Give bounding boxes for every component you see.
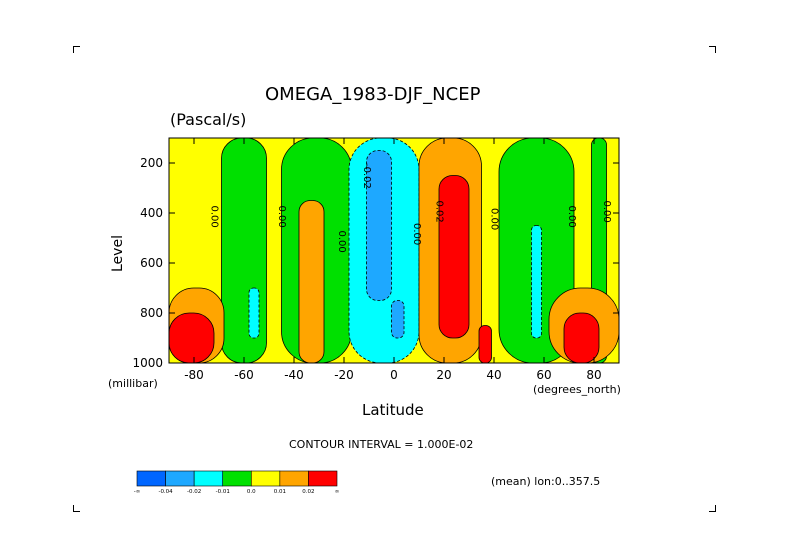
colorbar-label: ∞ xyxy=(335,489,340,495)
x-tick-label: -40 xyxy=(284,368,304,382)
colorbar-swatch xyxy=(193,470,224,487)
x-tick-label: -60 xyxy=(234,368,254,382)
contour-label: 0.00 xyxy=(566,206,577,228)
x-tick-label: 60 xyxy=(536,368,551,382)
contour-label: 0.00 xyxy=(411,223,422,245)
contour-region xyxy=(169,312,215,363)
x-tick-label: -20 xyxy=(334,368,354,382)
contour-label-layer: 0.00 0.00 0.00 -0.02 0.00 0.02 0.00 0.00 0.00 xyxy=(209,163,613,253)
x-tick-label: 80 xyxy=(586,368,601,382)
contour-label: -0.02 xyxy=(361,163,372,189)
colorbar-label: 0.02 xyxy=(302,489,314,495)
contour-label: 0.00 xyxy=(489,208,500,230)
contour-region xyxy=(221,138,267,363)
colorbar-label: 0.01 xyxy=(274,489,286,495)
x-axis-label: Latitude xyxy=(362,401,424,419)
x-axis-units: (degrees_north) xyxy=(533,383,621,396)
contour-region xyxy=(478,325,492,363)
colorbar-label: 0.0 xyxy=(247,489,256,495)
y-tick-label: 600 xyxy=(140,256,163,270)
corner-mark-top-right xyxy=(709,46,716,53)
colorbar-swatch xyxy=(165,470,195,487)
y-tick-label: 800 xyxy=(140,306,163,320)
colorbar-swatch xyxy=(136,470,166,487)
corner-mark-bottom-left xyxy=(73,505,80,512)
contour-region xyxy=(298,200,325,363)
x-tick-label: -80 xyxy=(184,368,204,382)
chart-title: OMEGA_1983-DJF_NCEP xyxy=(265,84,481,105)
colorbar-swatch xyxy=(308,470,338,487)
y-tick-label: 400 xyxy=(140,206,163,220)
contour-region xyxy=(531,225,542,339)
colorbar-swatch xyxy=(279,470,309,487)
y-axis-ticks: 200 400 600 800 1000 xyxy=(132,156,619,370)
x-tick-label: 0 xyxy=(390,368,398,382)
colorbar-swatch xyxy=(250,470,281,487)
contour-region xyxy=(366,150,392,301)
filled-contour-field xyxy=(169,138,619,363)
colorbar-label: -0.04 xyxy=(158,489,173,495)
contour-region xyxy=(563,312,600,363)
contour-label: 0.00 xyxy=(336,231,347,253)
contour-interval-note: CONTOUR INTERVAL = 1.000E-02 xyxy=(289,438,473,451)
contour-label: 0.00 xyxy=(276,206,287,228)
y-axis-units: (millibar) xyxy=(108,377,158,390)
chart-subtitle: (Pascal/s) xyxy=(170,110,246,129)
x-tick-label: 40 xyxy=(486,368,501,382)
colorbar: -∞ -0.04 -0.02 -0.01 0.0 0.01 0.02 ∞ xyxy=(134,470,340,495)
contour-label: 0.00 xyxy=(209,206,220,228)
x-axis-ticks: -80 -60 -40 -20 0 20 40 60 80 xyxy=(184,138,602,382)
corner-marks xyxy=(73,46,716,512)
colorbar-label: -∞ xyxy=(134,489,141,495)
colorbar-label: -0.02 xyxy=(187,489,201,495)
mean-longitude-note: (mean) lon:0..357.5 xyxy=(491,475,600,488)
colorbar-label: -0.01 xyxy=(216,489,230,495)
corner-mark-bottom-right xyxy=(709,505,716,512)
x-tick-label: 20 xyxy=(436,368,451,382)
contour-region xyxy=(391,300,405,339)
y-tick-label: 200 xyxy=(140,156,163,170)
contour-region xyxy=(438,175,470,339)
contour-region xyxy=(248,287,260,339)
contour-label: 0.00 xyxy=(601,201,612,223)
colorbar-swatch xyxy=(222,470,252,487)
y-tick-label: 1000 xyxy=(132,356,163,370)
contour-label: 0.02 xyxy=(434,201,445,223)
corner-mark-top-left xyxy=(73,46,80,53)
y-axis-label: Level xyxy=(110,235,126,272)
